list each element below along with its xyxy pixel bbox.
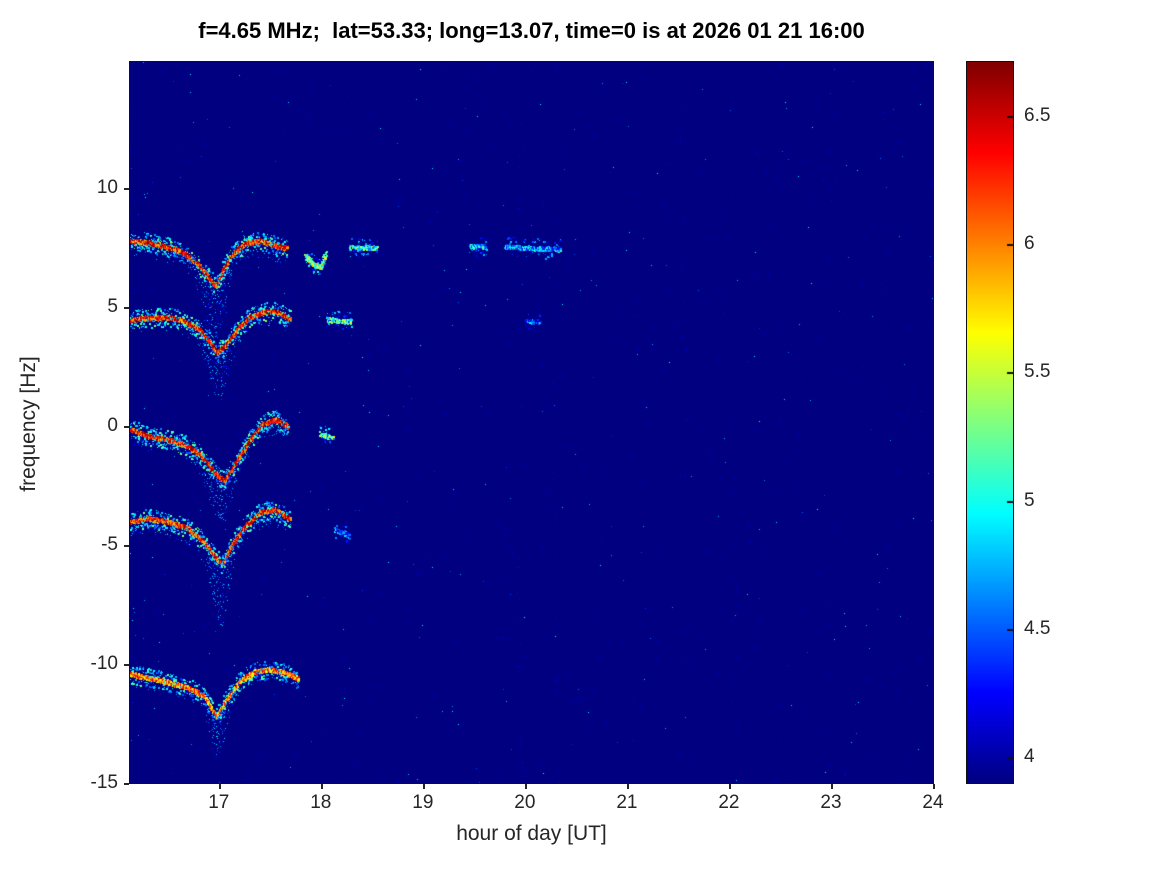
y-tick-label: 10 bbox=[96, 177, 118, 199]
chart-title: f=4.65 MHz; lat=53.33; long=13.07, time=… bbox=[198, 18, 865, 43]
x-tick-mark bbox=[626, 784, 629, 789]
x-tick-mark bbox=[422, 784, 425, 789]
y-tick-label: -15 bbox=[90, 772, 118, 793]
y-tick-mark bbox=[124, 426, 129, 429]
x-tick-mark bbox=[320, 784, 323, 789]
y-tick-mark bbox=[124, 545, 129, 548]
colorbar-tick-label: 5.5 bbox=[1024, 361, 1051, 383]
x-tick-label: 19 bbox=[412, 792, 434, 813]
x-tick-label: 22 bbox=[718, 792, 740, 813]
x-tick-label: 23 bbox=[820, 792, 842, 813]
y-tick-label: -10 bbox=[90, 653, 118, 675]
x-tick-label: 20 bbox=[514, 792, 536, 813]
x-tick-mark bbox=[728, 784, 731, 789]
spectrogram-plot bbox=[129, 61, 934, 784]
x-tick-label: 24 bbox=[922, 792, 944, 813]
x-tick-mark bbox=[933, 784, 935, 789]
y-tick-mark bbox=[124, 664, 129, 667]
colorbar-tick-label: 4.5 bbox=[1024, 618, 1051, 640]
x-tick-label: 18 bbox=[310, 792, 332, 813]
y-tick-label: 0 bbox=[107, 415, 118, 437]
colorbar bbox=[966, 61, 1014, 784]
y-axis-label: frequency [Hz] bbox=[17, 356, 40, 492]
x-tick-mark bbox=[524, 784, 527, 789]
y-tick-mark bbox=[124, 188, 129, 191]
x-tick-mark bbox=[218, 784, 221, 789]
x-tick-label: 17 bbox=[208, 792, 230, 813]
x-tick-label: 21 bbox=[616, 792, 638, 813]
colorbar-tick-label: 6 bbox=[1024, 233, 1035, 255]
colorbar-tick-label: 5 bbox=[1024, 489, 1035, 511]
colorbar-tick-label: 4 bbox=[1024, 746, 1035, 768]
y-tick-mark bbox=[124, 783, 129, 785]
x-tick-mark bbox=[830, 784, 833, 789]
y-tick-mark bbox=[124, 307, 129, 310]
y-tick-label: -5 bbox=[101, 534, 118, 556]
colorbar-tick-label: 6.5 bbox=[1024, 104, 1051, 126]
y-tick-label: 5 bbox=[107, 296, 118, 318]
x-axis-label: hour of day [UT] bbox=[456, 822, 607, 845]
